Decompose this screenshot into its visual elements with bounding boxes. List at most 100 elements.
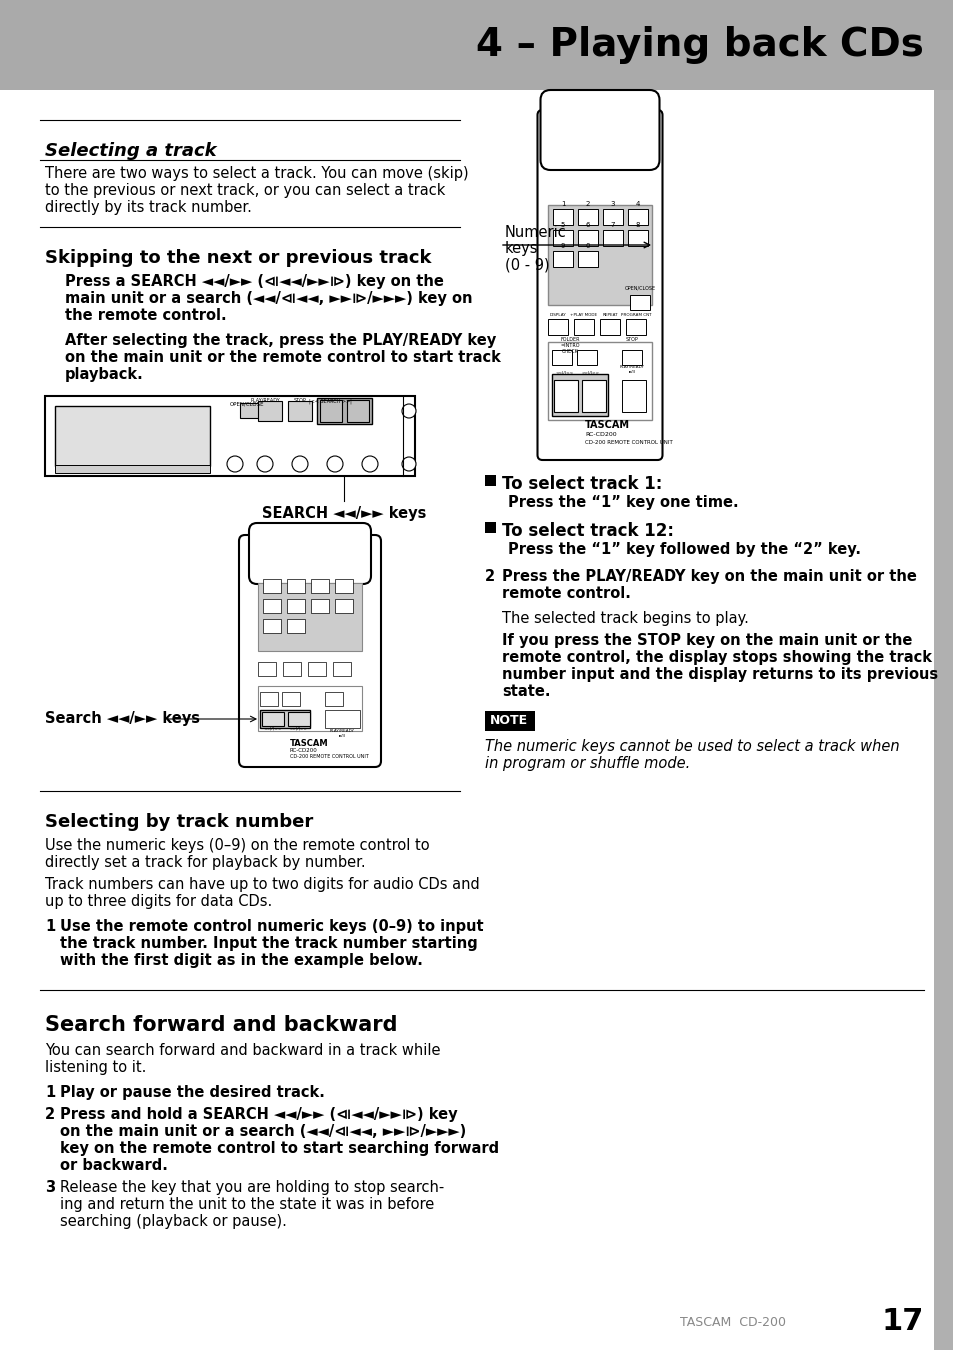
- Bar: [325, 693, 343, 706]
- Bar: [335, 599, 353, 613]
- Text: the remote control.: the remote control.: [65, 308, 227, 323]
- Text: 3: 3: [610, 201, 615, 207]
- Text: =INTRO
CHECK: =INTRO CHECK: [559, 343, 579, 354]
- Text: on the main unit or a search (◄◄/⧏◄◄, ►►⧐/►►►): on the main unit or a search (◄◄/⧏◄◄, ►►…: [60, 1125, 466, 1139]
- Bar: [602, 230, 622, 246]
- Text: Numeric: Numeric: [504, 225, 566, 240]
- Text: >>|/|>>: >>|/|>>: [581, 370, 599, 374]
- Bar: [263, 620, 281, 633]
- Bar: [288, 401, 312, 421]
- Text: Press the “1” key followed by the “2” key.: Press the “1” key followed by the “2” ke…: [507, 541, 861, 558]
- Bar: [547, 319, 567, 335]
- Text: PLAY/READY
►/II: PLAY/READY ►/II: [329, 729, 355, 737]
- Bar: [484, 711, 535, 730]
- Text: Press and hold a SEARCH ◄◄/►► (⧏◄◄/►►⧐) key: Press and hold a SEARCH ◄◄/►► (⧏◄◄/►►⧐) …: [60, 1107, 457, 1122]
- Text: 17: 17: [881, 1308, 923, 1336]
- Text: PLAY/READY: PLAY/READY: [250, 398, 279, 404]
- Text: 8: 8: [635, 221, 639, 228]
- Bar: [287, 579, 305, 593]
- Text: <<|/|<<: <<|/|<<: [556, 370, 574, 374]
- Bar: [547, 205, 651, 305]
- Text: 5: 5: [560, 221, 564, 228]
- Text: NOTE: NOTE: [490, 714, 528, 728]
- Bar: [288, 711, 310, 726]
- Bar: [282, 693, 299, 706]
- Text: Press the “1” key one time.: Press the “1” key one time.: [507, 495, 738, 510]
- Bar: [335, 579, 353, 593]
- Bar: [574, 319, 594, 335]
- Text: TASCAM: TASCAM: [290, 738, 328, 748]
- Bar: [547, 342, 651, 420]
- Bar: [311, 579, 329, 593]
- Bar: [621, 379, 645, 412]
- Text: >>|/|>>: >>|/|>>: [290, 728, 308, 730]
- Text: 1: 1: [45, 1085, 55, 1100]
- Text: 2: 2: [45, 1107, 55, 1122]
- Text: directly set a track for playback by number.: directly set a track for playback by num…: [45, 855, 365, 869]
- Text: OPEN/CLOSE: OPEN/CLOSE: [230, 401, 264, 406]
- Text: Press a SEARCH ◄◄/►► (⧏◄◄/►►⧐) key on the: Press a SEARCH ◄◄/►► (⧏◄◄/►►⧐) key on th…: [65, 274, 443, 289]
- Text: Press the PLAY/READY key on the main unit or the: Press the PLAY/READY key on the main uni…: [501, 568, 916, 585]
- Text: RC-CD200: RC-CD200: [584, 432, 616, 437]
- Text: with the first digit as in the example below.: with the first digit as in the example b…: [60, 953, 422, 968]
- Text: 3: 3: [45, 1180, 55, 1195]
- Text: +PLAY MODE: +PLAY MODE: [570, 313, 597, 317]
- Text: or backward.: or backward.: [60, 1158, 168, 1173]
- Text: To select track 1:: To select track 1:: [501, 475, 661, 493]
- Text: keys: keys: [504, 242, 537, 256]
- FancyBboxPatch shape: [537, 109, 661, 460]
- Bar: [262, 711, 284, 726]
- Circle shape: [327, 456, 343, 472]
- FancyBboxPatch shape: [249, 522, 371, 585]
- Bar: [554, 379, 578, 412]
- Bar: [552, 350, 572, 365]
- Bar: [283, 662, 301, 676]
- FancyBboxPatch shape: [540, 90, 659, 170]
- Bar: [578, 209, 598, 225]
- Bar: [621, 350, 641, 365]
- Text: remote control, the display stops showing the track: remote control, the display stops showin…: [501, 649, 931, 666]
- Text: directly by its track number.: directly by its track number.: [45, 200, 252, 215]
- Bar: [625, 319, 645, 335]
- Text: DISPLAY: DISPLAY: [549, 313, 566, 317]
- Text: state.: state.: [501, 684, 550, 699]
- Bar: [257, 686, 361, 730]
- Text: PLAY/READY
►/II: PLAY/READY ►/II: [618, 366, 644, 374]
- Bar: [263, 579, 281, 593]
- Bar: [553, 209, 573, 225]
- Text: There are two ways to select a track. You can move (skip): There are two ways to select a track. Yo…: [45, 166, 468, 181]
- Bar: [602, 209, 622, 225]
- Text: playback.: playback.: [65, 367, 144, 382]
- Text: Search ◄◄/►► keys: Search ◄◄/►► keys: [45, 711, 200, 726]
- Bar: [552, 374, 607, 416]
- Text: listening to it.: listening to it.: [45, 1060, 146, 1075]
- Text: searching (playback or pause).: searching (playback or pause).: [60, 1214, 287, 1228]
- Text: remote control.: remote control.: [501, 586, 630, 601]
- Text: on the main unit or the remote control to start track: on the main unit or the remote control t…: [65, 350, 500, 365]
- Text: number input and the display returns to its previous: number input and the display returns to …: [501, 667, 937, 682]
- Text: 1: 1: [560, 201, 565, 207]
- Circle shape: [227, 456, 243, 472]
- Text: 4 – Playing back CDs: 4 – Playing back CDs: [476, 26, 923, 63]
- Text: The selected track begins to play.: The selected track begins to play.: [501, 612, 748, 626]
- Bar: [319, 400, 341, 423]
- Text: main unit or a search (◄◄/⧏◄◄, ►►⧐/►►►) key on: main unit or a search (◄◄/⧏◄◄, ►►⧐/►►►) …: [65, 292, 472, 306]
- Text: 6: 6: [585, 221, 590, 228]
- Bar: [263, 599, 281, 613]
- Bar: [599, 319, 619, 335]
- FancyBboxPatch shape: [239, 535, 380, 767]
- Text: REPEAT: REPEAT: [601, 313, 618, 317]
- Bar: [0, 0, 953, 90]
- Bar: [55, 464, 210, 472]
- Bar: [627, 209, 647, 225]
- Bar: [484, 522, 496, 533]
- Bar: [484, 475, 496, 486]
- Text: Selecting a track: Selecting a track: [45, 142, 216, 161]
- Bar: [45, 396, 415, 477]
- Bar: [257, 583, 361, 651]
- Text: ing and return the unit to the state it was in before: ing and return the unit to the state it …: [60, 1197, 434, 1212]
- Text: 0: 0: [585, 243, 590, 248]
- Bar: [325, 710, 359, 728]
- Text: Play or pause the desired track.: Play or pause the desired track.: [60, 1085, 325, 1100]
- Bar: [933, 0, 953, 1350]
